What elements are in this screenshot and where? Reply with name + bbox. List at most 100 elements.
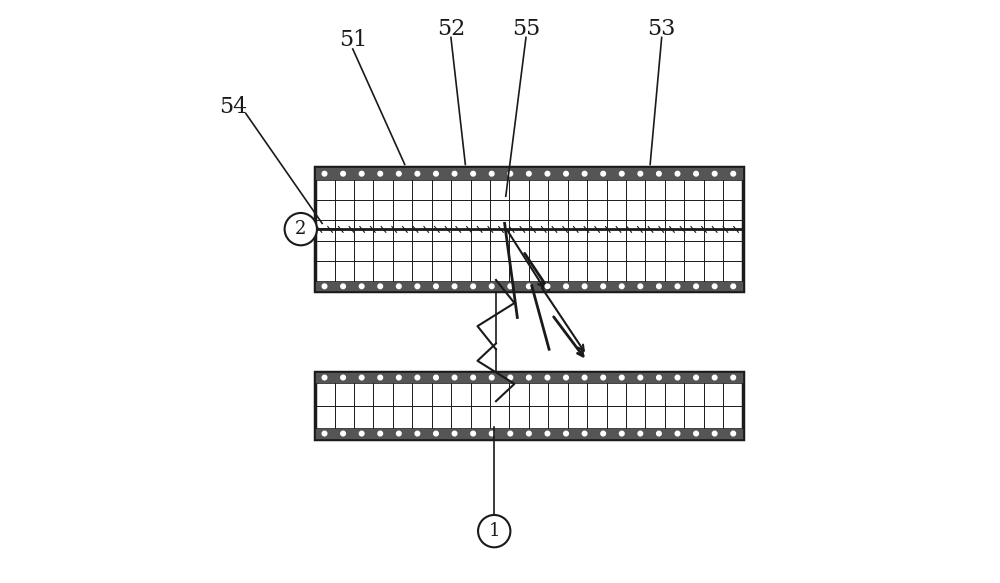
Circle shape	[322, 375, 327, 380]
Circle shape	[508, 375, 513, 380]
Circle shape	[712, 284, 717, 289]
Circle shape	[397, 375, 401, 380]
Circle shape	[545, 284, 550, 289]
Circle shape	[489, 284, 494, 289]
Circle shape	[359, 375, 364, 380]
Circle shape	[489, 431, 494, 436]
Circle shape	[434, 284, 438, 289]
Circle shape	[478, 515, 510, 547]
Circle shape	[619, 375, 624, 380]
Circle shape	[471, 431, 475, 436]
Circle shape	[694, 171, 698, 176]
Circle shape	[731, 431, 736, 436]
Text: 52: 52	[437, 17, 465, 40]
Circle shape	[415, 284, 420, 289]
Text: 53: 53	[647, 17, 676, 40]
Circle shape	[322, 431, 327, 436]
Circle shape	[527, 171, 531, 176]
Circle shape	[489, 171, 494, 176]
Circle shape	[341, 431, 345, 436]
Circle shape	[731, 171, 736, 176]
Circle shape	[471, 375, 475, 380]
Circle shape	[657, 284, 661, 289]
Circle shape	[731, 375, 736, 380]
Circle shape	[564, 431, 568, 436]
Circle shape	[415, 431, 420, 436]
Circle shape	[527, 431, 531, 436]
Circle shape	[675, 171, 680, 176]
Circle shape	[434, 375, 438, 380]
Circle shape	[564, 375, 568, 380]
Circle shape	[712, 375, 717, 380]
Circle shape	[452, 284, 457, 289]
Circle shape	[359, 284, 364, 289]
Text: 54: 54	[219, 96, 247, 118]
Circle shape	[397, 171, 401, 176]
Circle shape	[527, 375, 531, 380]
Circle shape	[657, 375, 661, 380]
Circle shape	[582, 431, 587, 436]
Bar	[315, 167, 743, 292]
Bar	[315, 281, 743, 292]
Circle shape	[322, 284, 327, 289]
Circle shape	[378, 171, 383, 176]
Circle shape	[508, 171, 513, 176]
Text: 1: 1	[488, 522, 500, 540]
Circle shape	[322, 171, 327, 176]
Circle shape	[582, 375, 587, 380]
Circle shape	[731, 284, 736, 289]
Circle shape	[564, 284, 568, 289]
Circle shape	[508, 431, 513, 436]
Circle shape	[527, 284, 531, 289]
Circle shape	[434, 171, 438, 176]
Circle shape	[619, 171, 624, 176]
Circle shape	[397, 431, 401, 436]
Text: 51: 51	[339, 29, 367, 51]
Circle shape	[434, 431, 438, 436]
Bar	[315, 429, 743, 439]
Circle shape	[694, 431, 698, 436]
Circle shape	[638, 171, 643, 176]
Circle shape	[452, 431, 457, 436]
Circle shape	[545, 375, 550, 380]
Circle shape	[675, 284, 680, 289]
Circle shape	[471, 284, 475, 289]
Circle shape	[582, 171, 587, 176]
Circle shape	[564, 171, 568, 176]
Circle shape	[619, 431, 624, 436]
Circle shape	[601, 171, 605, 176]
Circle shape	[545, 431, 550, 436]
Circle shape	[582, 284, 587, 289]
Circle shape	[341, 171, 345, 176]
Circle shape	[471, 171, 475, 176]
Text: 55: 55	[512, 17, 540, 40]
Text: 2: 2	[295, 220, 306, 238]
Circle shape	[619, 284, 624, 289]
Circle shape	[601, 375, 605, 380]
Circle shape	[378, 431, 383, 436]
Circle shape	[397, 284, 401, 289]
Circle shape	[359, 431, 364, 436]
Circle shape	[675, 431, 680, 436]
Bar	[315, 373, 743, 439]
Circle shape	[415, 171, 420, 176]
Circle shape	[694, 284, 698, 289]
Circle shape	[601, 284, 605, 289]
Circle shape	[601, 431, 605, 436]
Circle shape	[675, 375, 680, 380]
Circle shape	[712, 431, 717, 436]
Circle shape	[545, 171, 550, 176]
Circle shape	[638, 431, 643, 436]
Circle shape	[285, 213, 317, 245]
Circle shape	[341, 284, 345, 289]
Circle shape	[489, 375, 494, 380]
Bar	[315, 373, 743, 382]
Circle shape	[378, 284, 383, 289]
Circle shape	[415, 375, 420, 380]
Circle shape	[657, 431, 661, 436]
Bar	[315, 167, 743, 180]
Circle shape	[638, 375, 643, 380]
Circle shape	[694, 375, 698, 380]
Circle shape	[452, 171, 457, 176]
Circle shape	[452, 375, 457, 380]
